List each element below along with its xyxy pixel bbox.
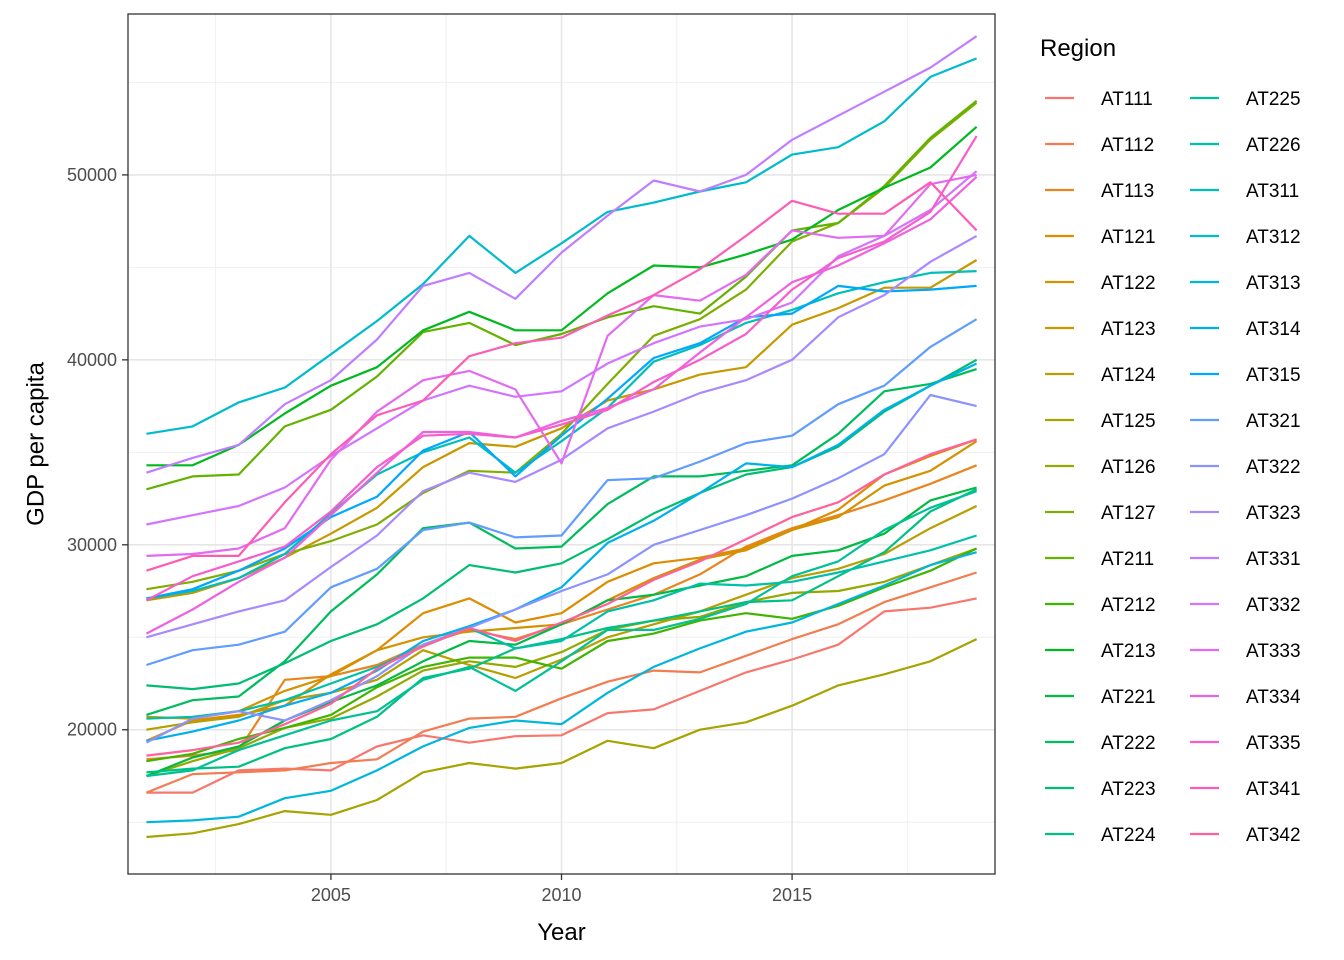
legend-label-at123: AT123 [1101, 319, 1156, 340]
series-line-at225 [146, 490, 977, 778]
legend-title: Region [1040, 35, 1116, 62]
series-line-at212 [146, 547, 978, 763]
series-line-at222 [146, 368, 977, 716]
y-tick-label: 50000 [67, 165, 117, 185]
legend-label-at225: AT225 [1246, 89, 1301, 110]
series-line-at322 [145, 393, 977, 744]
legend-label-at313: AT313 [1246, 273, 1301, 294]
legend-label-at121: AT121 [1101, 227, 1156, 248]
legend: Region AT111 AT112 AT113 AT121 AT122 AT123 AT1… [1040, 35, 1301, 846]
series-line-at213 [146, 125, 978, 467]
series-line-at342 [146, 438, 977, 757]
legend-label-at334: AT334 [1246, 687, 1301, 708]
series-line-at312 [146, 57, 978, 435]
series-line-at335 [145, 135, 978, 602]
legend-label-at211: AT211 [1101, 549, 1154, 570]
legend-label-at126: AT126 [1101, 457, 1156, 478]
y-tick-label: 20000 [67, 720, 117, 740]
legend-label-at125: AT125 [1101, 411, 1156, 432]
y-tick-label: 40000 [67, 350, 117, 370]
legend-label-at332: AT332 [1246, 595, 1301, 616]
legend-label-at312: AT312 [1246, 227, 1301, 248]
series-line-at332 [146, 170, 978, 526]
legend-label-at331: AT331 [1246, 549, 1301, 570]
legend-label-at224: AT224 [1101, 825, 1156, 846]
legend-label-at112: AT112 [1101, 135, 1154, 156]
legend-label-at342: AT342 [1246, 825, 1301, 846]
legend-label-at311: AT311 [1246, 181, 1299, 202]
x-tick-label: 2010 [541, 885, 581, 905]
x-axis-ticks: 2005 2010 2015 [311, 874, 812, 905]
legend-label-at315: AT315 [1246, 365, 1301, 386]
legend-label-at321: AT321 [1246, 411, 1301, 432]
legend-label-at122: AT122 [1101, 273, 1156, 294]
x-tick-label: 2005 [311, 885, 351, 905]
grid-major [128, 14, 995, 874]
series-lines [145, 35, 978, 839]
y-axis-ticks: 20000 30000 40000 50000 [67, 165, 128, 740]
series-line-at333 [146, 173, 977, 557]
y-axis-title: GDP per capita [22, 362, 49, 526]
legend-label-at333: AT333 [1246, 641, 1301, 662]
legend-label-at222: AT222 [1101, 733, 1156, 754]
legend-label-at124: AT124 [1101, 365, 1156, 386]
series-line-at334 [145, 175, 978, 635]
legend-label-at113: AT113 [1101, 181, 1154, 202]
x-tick-label: 2015 [772, 885, 812, 905]
series-line-at111 [146, 597, 977, 794]
legend-label-at322: AT322 [1246, 457, 1301, 478]
legend-label-at223: AT223 [1101, 779, 1156, 800]
legend-label-at335: AT335 [1246, 733, 1301, 754]
legend-label-at323: AT323 [1246, 503, 1301, 524]
legend-label-at341: AT341 [1246, 779, 1301, 800]
legend-label-at314: AT314 [1246, 319, 1301, 340]
series-line-at211 [146, 100, 978, 491]
series-line-at223 [146, 358, 978, 691]
series-line-at331 [146, 35, 978, 474]
series-line-at323 [146, 234, 978, 639]
y-tick-label: 30000 [67, 535, 117, 555]
series-line-at341 [146, 181, 978, 572]
series-line-at224 [146, 488, 978, 774]
legend-label-at111: AT111 [1101, 89, 1153, 110]
x-axis-title: Year [537, 919, 586, 946]
series-line-at226 [146, 534, 977, 720]
series-line-at315 [146, 284, 977, 600]
legend-label-at221: AT221 [1101, 687, 1156, 708]
legend-label-at127: AT127 [1101, 503, 1156, 524]
series-line-at314 [146, 362, 978, 742]
series-line-at313 [146, 551, 977, 824]
series-line-at112 [145, 571, 977, 794]
series-line-at311 [146, 270, 977, 600]
series-line-at321 [146, 318, 978, 667]
legend-label-at212: AT212 [1101, 595, 1156, 616]
series-line-at125 [146, 638, 978, 839]
legend-label-at213: AT213 [1101, 641, 1156, 662]
legend-label-at226: AT226 [1246, 135, 1301, 156]
